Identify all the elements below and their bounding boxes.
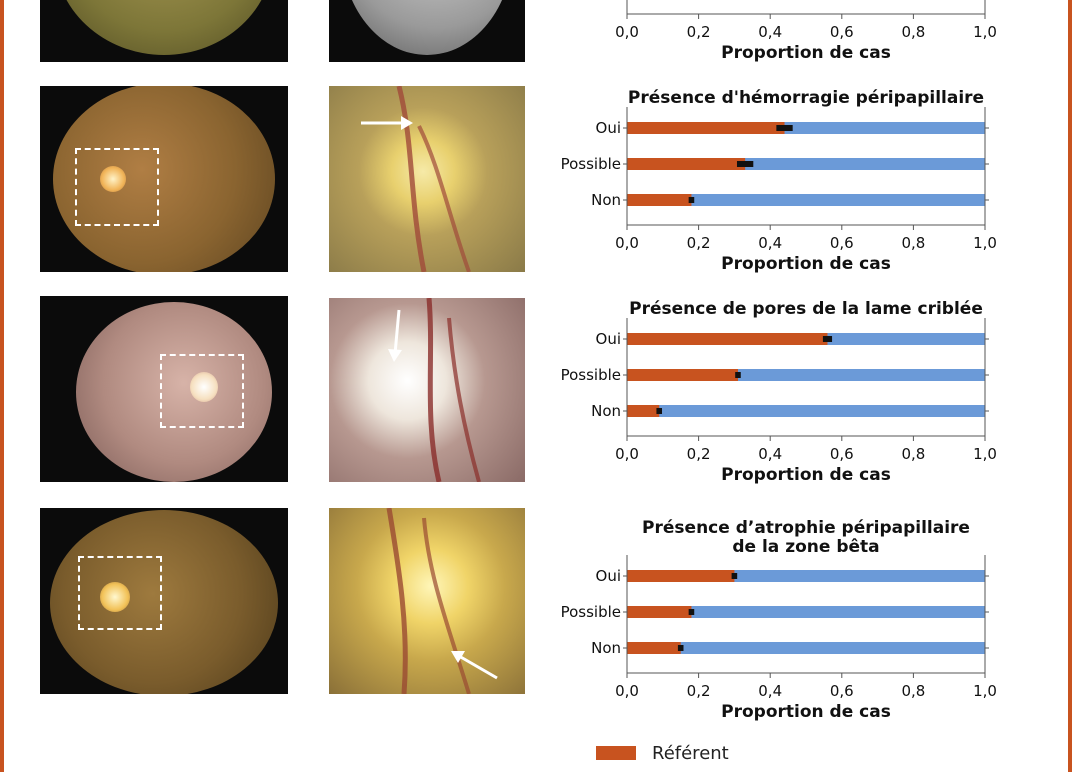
x-tick-label: 0,6 bbox=[830, 682, 854, 700]
category-label: Oui bbox=[596, 330, 621, 348]
category-label: Possible bbox=[561, 155, 621, 173]
fundus-zoom-row3 bbox=[329, 508, 525, 694]
x-tick-label: 0,4 bbox=[758, 682, 782, 700]
x-axis-label: Proportion de cas bbox=[721, 702, 891, 722]
category-label: Oui bbox=[596, 119, 621, 137]
fundus-zoom-row2 bbox=[329, 298, 525, 482]
bar-referent bbox=[627, 333, 828, 345]
category-label: Possible bbox=[561, 366, 621, 384]
fundus-zoom-row0 bbox=[329, 0, 525, 62]
legend: Référent bbox=[596, 740, 729, 766]
chart-title: Présence de pores de la lame criblée bbox=[629, 299, 983, 319]
category-label: Possible bbox=[561, 603, 621, 621]
arrow-icon bbox=[388, 298, 481, 482]
x-axis-label: Proportion de cas bbox=[721, 465, 891, 485]
bar-referent bbox=[627, 122, 785, 134]
error-bar bbox=[735, 372, 741, 378]
x-axis-label: Proportion de cas bbox=[721, 254, 891, 274]
x-axis-label: Proportion de cas bbox=[721, 43, 891, 63]
bar-referent bbox=[627, 642, 681, 654]
fundus-zoom-row1 bbox=[329, 86, 525, 272]
bar-referent bbox=[627, 194, 692, 206]
arrow-icon bbox=[386, 508, 498, 694]
arrow-icon bbox=[361, 86, 471, 272]
chart-title: de la zone bêta bbox=[732, 537, 879, 557]
bar-referent bbox=[627, 369, 738, 381]
x-tick-label: 0,2 bbox=[687, 234, 711, 252]
fundus-photo-row1 bbox=[40, 86, 288, 272]
bar-other bbox=[627, 194, 985, 206]
x-tick-label: 0,4 bbox=[758, 445, 782, 463]
chart-title: Présence d'hémorragie péripapillaire bbox=[628, 88, 984, 108]
x-tick-label: 0,4 bbox=[758, 234, 782, 252]
chart-panel-0: 0,0 0,2 0,4 0,6 0,8 1,0 Proportion de cas bbox=[615, 0, 997, 63]
x-tick-label: 0,0 bbox=[615, 234, 639, 252]
chart-title: Présence d’atrophie péripapillaire bbox=[642, 518, 970, 538]
error-bar bbox=[776, 125, 793, 131]
x-tick-label: 0,6 bbox=[830, 234, 854, 252]
category-label: Non bbox=[591, 639, 621, 657]
x-tick-label: 0,8 bbox=[901, 23, 925, 41]
category-label: Non bbox=[591, 402, 621, 420]
bar-referent bbox=[627, 158, 746, 170]
x-tick-label: 0,0 bbox=[615, 682, 639, 700]
x-tick-label: 0,8 bbox=[901, 234, 925, 252]
x-tick-label: 0,6 bbox=[830, 445, 854, 463]
fundus-photo-row2 bbox=[40, 296, 288, 482]
x-tick-label: 1,0 bbox=[973, 682, 997, 700]
error-bar bbox=[822, 336, 833, 342]
x-tick-label: 0,0 bbox=[615, 23, 639, 41]
chart-panel-2: Présence de pores de la lame criblée Oui P… bbox=[561, 299, 997, 485]
x-tick-label: 1,0 bbox=[973, 23, 997, 41]
legend-label-referent: Référent bbox=[652, 742, 729, 764]
bar-other bbox=[627, 405, 985, 417]
x-tick-label: 0,2 bbox=[687, 682, 711, 700]
bar-referent bbox=[627, 405, 660, 417]
error-bar bbox=[677, 645, 684, 651]
x-tick-label: 1,0 bbox=[973, 234, 997, 252]
bar-other bbox=[627, 606, 985, 618]
error-bar bbox=[688, 609, 695, 615]
error-bar bbox=[688, 197, 695, 203]
x-tick-label: 0,4 bbox=[758, 23, 782, 41]
legend-swatch-referent bbox=[596, 746, 636, 760]
x-tick-label: 0,2 bbox=[687, 445, 711, 463]
bar-other bbox=[627, 642, 985, 654]
category-label: Non bbox=[591, 191, 621, 209]
x-tick-label: 0,6 bbox=[830, 23, 854, 41]
fundus-photo-row0 bbox=[40, 0, 288, 62]
bar-referent bbox=[627, 570, 735, 582]
x-tick-label: 0,2 bbox=[687, 23, 711, 41]
x-tick-label: 0,8 bbox=[901, 682, 925, 700]
error-bar bbox=[656, 408, 663, 414]
chart-panel-1: Présence d'hémorragie péripapillaire Oui P… bbox=[561, 88, 997, 274]
error-bar bbox=[736, 161, 754, 167]
error-bar bbox=[731, 573, 738, 579]
bar-referent bbox=[627, 606, 692, 618]
x-tick-label: 1,0 bbox=[973, 445, 997, 463]
x-tick-label: 0,8 bbox=[901, 445, 925, 463]
category-label: Oui bbox=[596, 567, 621, 585]
x-tick-label: 0,0 bbox=[615, 445, 639, 463]
fundus-photo-row3 bbox=[40, 508, 288, 694]
